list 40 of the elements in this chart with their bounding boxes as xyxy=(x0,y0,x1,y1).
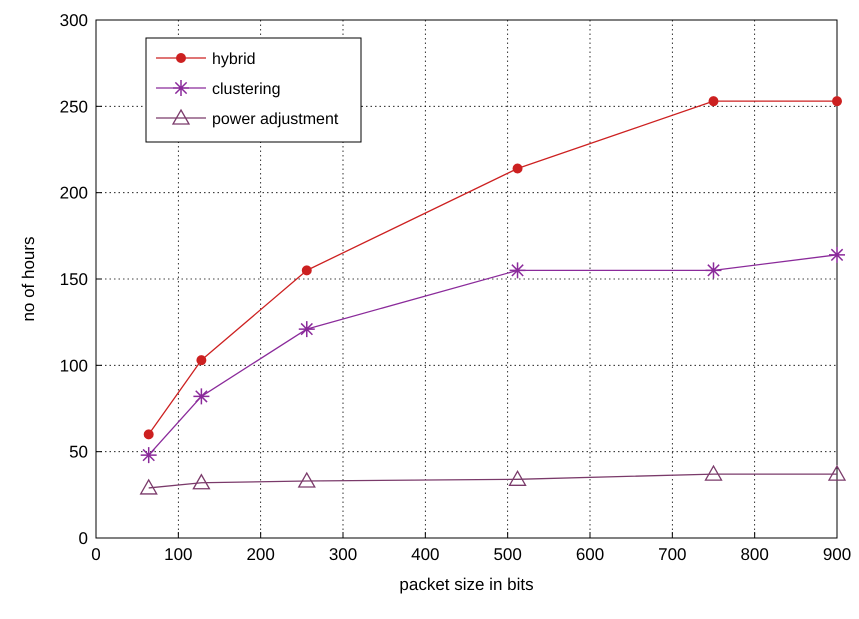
point xyxy=(704,262,722,280)
y-tick-label: 0 xyxy=(78,529,88,548)
legend-label: power adjustment xyxy=(212,111,339,128)
x-tick-label: 700 xyxy=(658,545,687,564)
y-tick-label: 50 xyxy=(69,442,88,462)
y-axis-title: no of hours xyxy=(19,236,38,322)
point xyxy=(832,96,842,106)
legend-label: clustering xyxy=(212,81,280,98)
x-tick-label: 500 xyxy=(493,545,522,564)
point xyxy=(302,265,312,276)
y-tick-label: 100 xyxy=(60,356,88,376)
point xyxy=(828,246,846,264)
point xyxy=(828,465,846,481)
x-tick-label: 300 xyxy=(328,545,358,564)
point xyxy=(508,262,526,280)
x-axis-title: packet size in bits xyxy=(399,575,534,594)
point xyxy=(196,355,206,366)
point xyxy=(298,320,316,338)
point xyxy=(144,429,154,440)
point xyxy=(704,465,722,481)
point xyxy=(298,472,316,488)
x-tick-label: 900 xyxy=(822,545,852,564)
point xyxy=(140,479,158,495)
y-tick-label: 200 xyxy=(60,184,88,203)
point xyxy=(512,163,523,174)
point xyxy=(708,96,718,106)
point xyxy=(192,388,210,406)
y-tick-label: 250 xyxy=(60,97,88,116)
point xyxy=(508,470,526,486)
legend-label: hybrid xyxy=(212,51,256,68)
x-tick-label: 800 xyxy=(740,545,769,564)
y-tick-label: 150 xyxy=(60,270,88,289)
point xyxy=(140,446,158,464)
x-tick-label: 600 xyxy=(576,545,604,564)
x-tick-label: 0 xyxy=(91,545,101,564)
x-tick-label: 200 xyxy=(246,545,275,564)
x-tick-label: 100 xyxy=(164,545,193,564)
point xyxy=(192,474,210,490)
x-tick-label: 400 xyxy=(411,545,440,564)
y-tick-label: 300 xyxy=(60,11,88,30)
